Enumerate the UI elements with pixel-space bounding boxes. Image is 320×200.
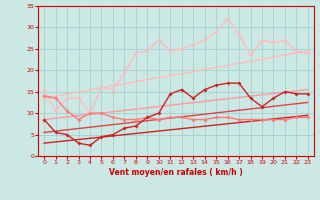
X-axis label: Vent moyen/en rafales ( km/h ): Vent moyen/en rafales ( km/h ) — [109, 168, 243, 177]
